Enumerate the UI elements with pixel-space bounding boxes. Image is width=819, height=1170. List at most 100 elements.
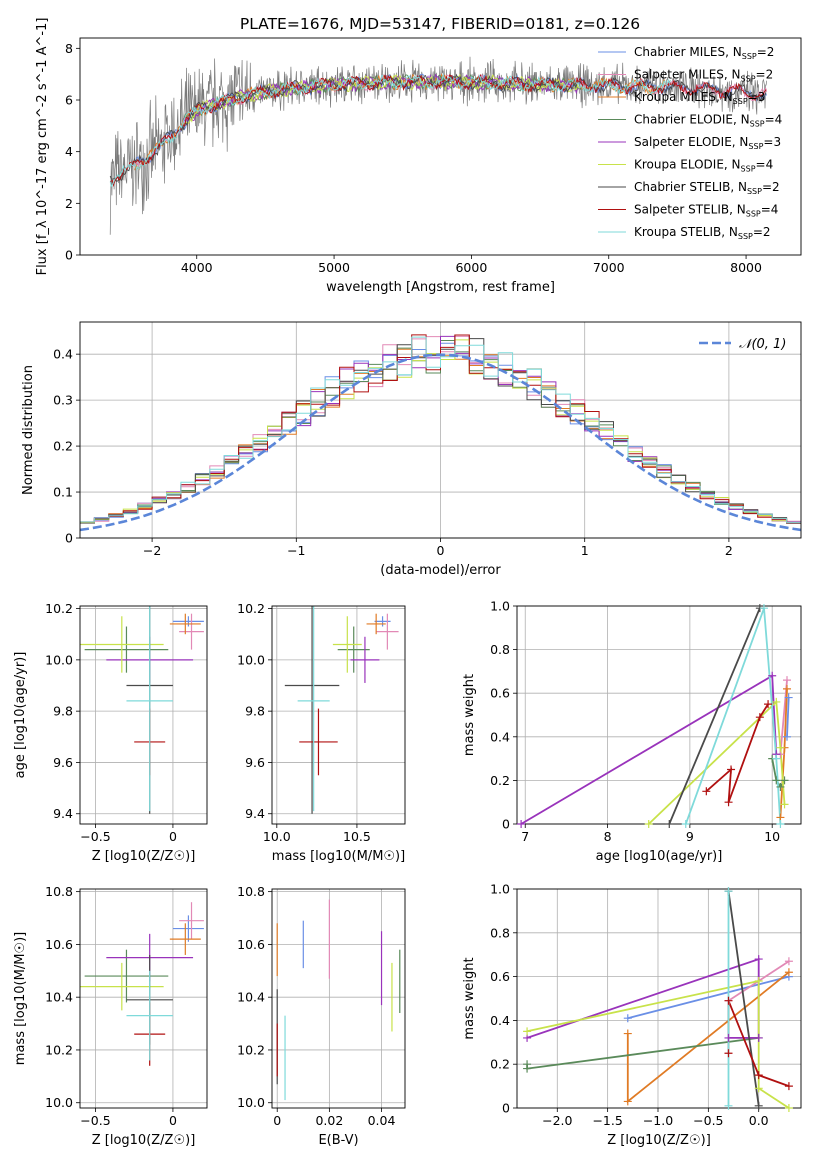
legend-label-kroupa_miles: Kroupa MILES, NSSP=3 xyxy=(634,90,765,106)
weight-marker-kroupa_miles xyxy=(623,1097,632,1106)
y-tick-label: 10.6 xyxy=(45,937,73,952)
weight-marker-kroupa_stelib xyxy=(772,754,781,763)
x-tick-label: 8 xyxy=(604,829,612,844)
weight-marker-chabrier_miles xyxy=(784,693,793,702)
weight-marker-salpeter_elodie xyxy=(517,820,526,828)
x-axis-label: Z [log10(Z/Z☉)] xyxy=(607,1133,711,1148)
x-tick-label: 4000 xyxy=(181,260,213,275)
axes-frame xyxy=(271,605,406,825)
x-tick-label: 0.0 xyxy=(749,1113,769,1128)
model-line-kroupa_elodie xyxy=(182,73,582,125)
y-tick-label: 0.6 xyxy=(490,969,510,984)
y-tick-label: 0.3 xyxy=(53,393,73,408)
weight-marker-salpeter_stelib xyxy=(754,1071,763,1080)
panel-weight_vs_age: 7 8 9 10 0 0.2 0.4 0.6 0.8 1.0 age [log10(age/yr)]… xyxy=(462,599,802,864)
y-axis-label: Flux [f_λ 10^-17 erg cm^-2 s^-1 A^-1] xyxy=(35,18,50,276)
x-tick-label: −2.0 xyxy=(542,1113,572,1128)
y-tick-label: 0.8 xyxy=(490,642,510,657)
y-tick-label: 9.4 xyxy=(53,806,73,821)
y-tick-label: 10.0 xyxy=(237,652,265,667)
x-tick-label: 7 xyxy=(521,829,529,844)
y-tick-label: 0.2 xyxy=(53,439,73,454)
weight-line-chabrier_stelib xyxy=(727,891,760,1106)
y-tick-label: 4 xyxy=(65,144,73,159)
panel-age_vs_Z: −0.5 0 9.4 9.6 9.8 10.0 10.2 Z [log10(Z/Z☉)] age… xyxy=(13,601,208,864)
weight-line-salpeter_elodie xyxy=(526,957,760,1039)
x-tick-label: 0 xyxy=(437,543,445,558)
x-tick-label: −0.5 xyxy=(80,1113,110,1128)
y-tick-label: 10.4 xyxy=(237,990,265,1005)
y-axis-label: Normed distribution xyxy=(21,365,36,495)
weight-marker-kroupa_elodie xyxy=(754,976,763,985)
model-line-kroupa_stelib xyxy=(109,73,671,188)
plot-area xyxy=(80,606,204,814)
weight-marker-kroupa_elodie xyxy=(780,800,789,809)
x-tick-label: 0.04 xyxy=(368,1113,396,1128)
y-tick-label: 10.2 xyxy=(45,1042,73,1057)
legend-label-salpeter_elodie: Salpeter ELODIE, NSSP=3 xyxy=(634,135,781,151)
legend-label-chabrier_stelib: Chabrier STELIB, NSSP=2 xyxy=(634,180,780,196)
x-tick-label: −2 xyxy=(143,543,161,558)
x-tick-label: 8000 xyxy=(730,260,762,275)
weight-marker-chabrier_elodie xyxy=(523,1064,532,1073)
axes-frame xyxy=(79,888,208,1109)
panel-weight_vs_Z: −2.0 −1.5 −1.0 −0.5 0.0 0 0.2 0.4 0.6 0.8 1.0 Z [lo… xyxy=(462,882,802,1148)
y-tick-label: 0 xyxy=(65,248,73,263)
axes-frame xyxy=(516,605,802,825)
x-tick-label: −1 xyxy=(287,543,305,558)
y-tick-label: 10.0 xyxy=(45,1095,73,1110)
spectrum-legend: Chabrier MILES, NSSP=2 Salpeter MILES, NS… xyxy=(598,45,782,241)
y-tick-label: 10.4 xyxy=(45,990,73,1005)
y-tick-label: 0.1 xyxy=(53,485,73,500)
x-axis-label: (data-model)/error xyxy=(380,563,501,578)
panel-spectrum: 4000 5000 6000 7000 8000 0 2 4 6 8 wavelength [Ang… xyxy=(35,18,802,295)
x-tick-label: 6000 xyxy=(455,260,487,275)
y-tick-label: 9.8 xyxy=(245,704,265,719)
x-tick-label: 0 xyxy=(273,1113,281,1128)
y-tick-label: 9.4 xyxy=(245,806,265,821)
y-tick-label: 1.0 xyxy=(490,882,510,897)
y-tick-label: 10.2 xyxy=(237,1042,265,1057)
x-tick-label: −0.5 xyxy=(693,1113,723,1128)
y-tick-label: 0.4 xyxy=(490,729,510,744)
y-tick-label: 9.6 xyxy=(245,755,265,770)
weight-marker-kroupa_elodie xyxy=(772,697,781,706)
x-tick-label: 2 xyxy=(725,543,733,558)
x-tick-label: 10 xyxy=(764,829,780,844)
weight-marker-kroupa_elodie xyxy=(523,1027,532,1036)
plot-area xyxy=(284,606,399,814)
x-axis-label: wavelength [Angstrom, rest frame] xyxy=(326,280,555,295)
x-axis-label: mass [log10(M/M☉)] xyxy=(272,849,405,864)
legend-label-salpeter_stelib: Salpeter STELIB, NSSP=4 xyxy=(634,203,778,219)
x-axis-label: age [log10(age/yr)] xyxy=(596,849,723,864)
weight-marker-salpeter_stelib xyxy=(724,996,733,1005)
weight-marker-kroupa_stelib xyxy=(724,887,733,896)
x-tick-label: 0.02 xyxy=(315,1113,343,1128)
y-tick-label: 6 xyxy=(65,93,73,108)
weight-marker-kroupa_stelib xyxy=(724,1101,733,1110)
plot-area xyxy=(80,334,801,532)
weight-marker-kroupa_stelib xyxy=(759,604,768,613)
panel-mass_vs_Z: −0.5 0 10.0 10.2 10.4 10.6 10.8 Z [log10(Z/Z☉)]… xyxy=(13,884,208,1148)
x-tick-label: −0.5 xyxy=(80,829,110,844)
weight-marker-chabrier_elodie xyxy=(776,782,785,791)
weight-marker-chabrier_stelib xyxy=(665,820,674,828)
x-tick-label: 0 xyxy=(169,1113,177,1128)
plot-area xyxy=(109,56,768,235)
weight-marker-chabrier_elodie xyxy=(780,776,789,785)
x-axis-label: E(B-V) xyxy=(318,1133,358,1148)
y-tick-label: 10.0 xyxy=(237,1095,265,1110)
weight-line-salpeter_stelib xyxy=(705,703,769,803)
weight-marker-salpeter_stelib xyxy=(702,787,711,796)
panel-residuals: −2 −1 0 1 2 0 0.1 0.2 0.3 0.4 (data-model)/error No… xyxy=(21,321,802,578)
legend-label-chabrier_elodie: Chabrier ELODIE, NSSP=4 xyxy=(634,113,782,129)
y-axis-label: mass weight xyxy=(462,957,477,1039)
weight-line-kroupa_stelib xyxy=(684,607,782,824)
weight-line-chabrier_miles xyxy=(786,697,790,737)
x-tick-label: 7000 xyxy=(593,260,625,275)
x-tick-label: −1.5 xyxy=(592,1113,622,1128)
y-tick-label: 0.2 xyxy=(490,1057,510,1072)
model-line-salpeter_stelib xyxy=(109,74,767,187)
y-tick-label: 2 xyxy=(65,196,73,211)
weight-marker-kroupa_elodie xyxy=(784,1104,793,1112)
